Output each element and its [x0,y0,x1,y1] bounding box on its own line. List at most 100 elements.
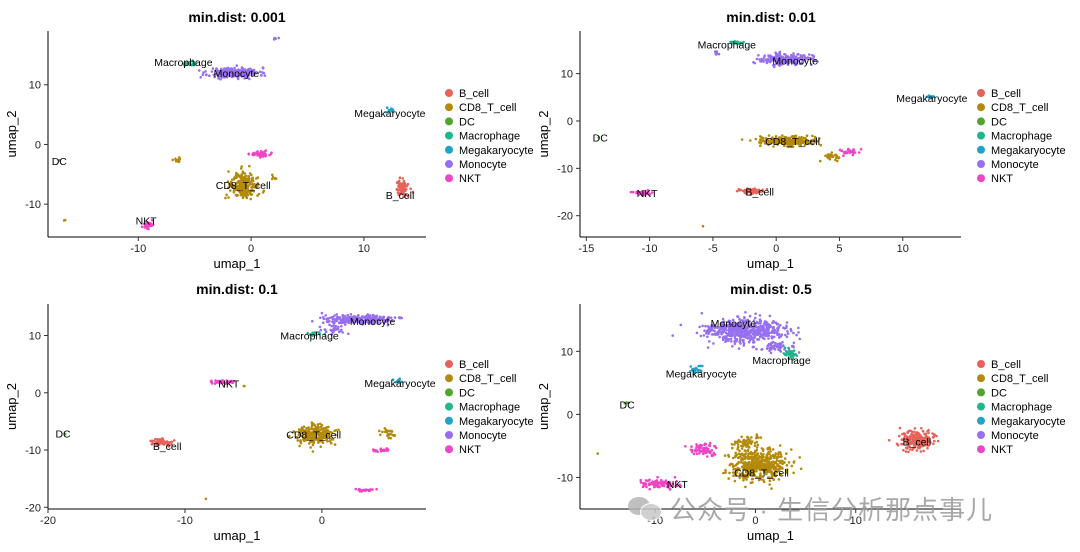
point-nkt [637,190,640,194]
point-cd8-t-cell [323,434,327,438]
point-monocyte [335,317,338,321]
point-monocyte [341,320,344,324]
point-nkt [640,190,644,193]
point-layer [597,40,936,228]
point-b-cell [406,195,410,198]
point-cd8-t-cell [837,156,841,159]
point-monocyte [330,332,334,336]
point-macrophage [313,332,316,336]
point-nkt [859,147,863,151]
point-b-cell [904,450,908,453]
point-monocyte [786,330,789,333]
point-cd8-t-cell [778,444,782,447]
point-macrophage [792,354,795,358]
point-monocyte [393,316,397,319]
point-monocyte [390,319,394,323]
point-monocyte [717,52,721,56]
point-monocyte [767,334,770,337]
point-cd8-t-cell [783,457,787,460]
point-monocyte [738,323,742,326]
point-monocyte [751,332,755,336]
point-cd8-t-cell [248,172,252,175]
point-monocyte [208,74,211,77]
y-axis-label: umap_2 [4,383,19,430]
point-cd8-t-cell [378,429,381,433]
panel-title: min.dist: 0.5 [730,281,812,297]
point-cd8-t-cell [233,185,237,188]
point-monocyte [706,335,709,339]
point-cd8-t-cell [307,442,311,445]
point-cd8-t-cell [818,137,821,140]
point-monocyte [770,335,773,338]
point-cd8-t-cell [738,449,741,453]
point-monocyte [235,73,238,77]
point-monocyte [671,334,674,337]
point-cd8-t-cell [741,458,745,461]
point-nkt [838,148,842,152]
point-b-cell [403,193,407,197]
point-megakaryocyte [391,378,395,382]
point-nkt [648,478,651,482]
point-cd8-t-cell [769,456,773,460]
point-nkt [657,481,661,485]
point-cd8-t-cell [239,187,243,191]
legend-key-macrophage [977,131,985,140]
point-monocyte [739,337,742,341]
point-monocyte [254,71,257,75]
point-monocyte [240,73,243,76]
point-cd8-t-cell [758,476,761,479]
point-nkt [659,478,663,482]
y-axis-label: umap_2 [536,383,551,430]
point-cd8-t-cell [780,455,783,458]
x-tick-label: -15 [578,243,594,255]
point-monocyte [328,316,332,320]
point-monocyte [760,325,763,328]
point-monocyte [790,329,793,333]
point-monocyte [725,328,728,332]
point-monocyte [330,324,334,328]
legend: B_cell CD8_T_cell DC Macrophage Megakaryocyt… [445,359,534,456]
point-monocyte [780,55,783,58]
point-monocyte [733,324,737,328]
point-monocyte [710,333,714,336]
point-monocyte [778,336,781,339]
point-nkt [702,449,705,452]
point-monocyte [211,67,215,70]
point-monocyte [806,56,810,59]
point-monocyte [767,327,770,331]
cluster-label: Monocyte [214,68,260,80]
x-tick-label: 5 [836,243,842,255]
point-nkt [846,148,850,152]
legend-label: Monocyte [459,430,507,442]
point-nkt [252,152,256,155]
point-nkt [635,190,638,194]
legend: B_cell CD8_T_cell DC Macrophage Megakaryocyt… [977,359,1066,456]
point-cd8-t-cell [738,440,742,444]
umap-panel-1: min.dist: 0.001 -10 0 10 -10 0 10 umap_1 umap_2 M… [4,9,534,271]
point-cd8-t-cell [310,431,313,434]
point-b-cell [915,449,919,452]
point-cd8-t-cell [741,440,744,444]
point-monocyte [333,314,336,317]
point-monocyte [784,333,787,337]
legend-key-b-cell [445,360,453,368]
cluster-label: CD8_T_cell [734,467,789,479]
point-nkt [709,450,712,454]
point-cd8-t-cell [784,471,788,474]
cluster-label: DC [593,133,609,145]
point-cd8-t-cell [731,446,734,450]
point-monocyte [786,332,790,335]
point-nkt [652,483,656,487]
legend-label: NKT [459,173,481,185]
y-axis-label: umap_2 [536,111,551,158]
point-cd8-t-cell [727,477,730,480]
point-monocyte [752,325,755,328]
point-monocyte [202,71,205,74]
point-b-cell [909,434,913,438]
x-axis-label: umap_1 [747,528,794,543]
point-cd8-t-cell [310,424,314,428]
legend-label: Megakaryocyte [991,416,1066,428]
point-cd8-t-cell [764,137,768,140]
point-cd8-t-cell [762,466,766,469]
point-b-cell [915,440,919,444]
